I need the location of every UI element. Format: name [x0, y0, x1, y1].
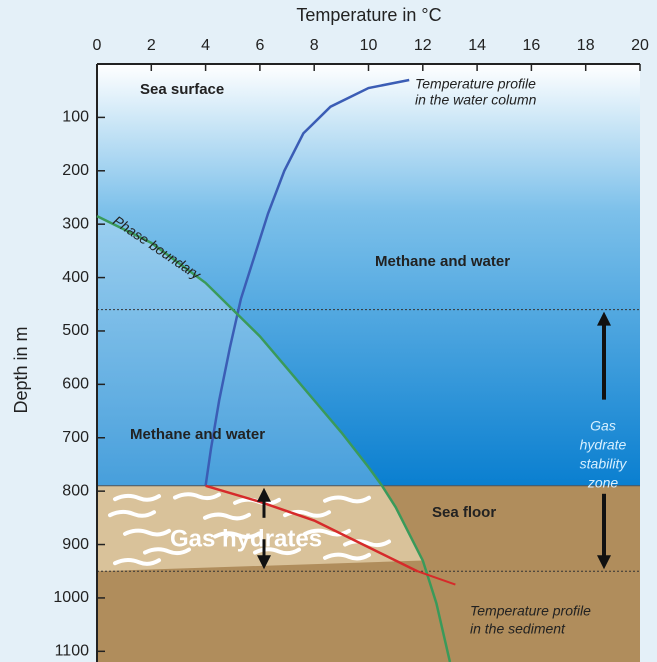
hydrate-flake — [343, 539, 391, 548]
y-tick-label: 1100 — [55, 643, 90, 660]
series-label: in the sediment — [470, 621, 566, 637]
hydrate-flake — [323, 552, 371, 561]
y-tick-label: 900 — [62, 536, 89, 553]
y-tick-label: 400 — [62, 269, 89, 286]
hydrate-flake — [253, 547, 301, 556]
hydrate-flake — [203, 512, 251, 521]
annotation: zone — [587, 475, 619, 491]
y-tick-label: 800 — [62, 482, 89, 499]
annotation: Methane and water — [375, 253, 510, 270]
hydrate-flake — [108, 509, 156, 518]
hydrate-flake — [173, 492, 221, 501]
series-line — [96, 215, 452, 662]
arrow-head — [257, 487, 271, 502]
hydrate-region — [97, 216, 383, 486]
hydrate-flake — [213, 531, 261, 540]
x-axis-title: Temperature in °C — [296, 5, 441, 25]
series-line — [205, 484, 418, 573]
arrow-head — [597, 311, 611, 326]
x-tick-label: 16 — [523, 37, 541, 54]
hydrate-flake — [113, 557, 161, 566]
x-tick-label: 18 — [577, 37, 595, 54]
x-tick-label: 4 — [201, 37, 210, 54]
annotation: Methane and water — [130, 426, 265, 443]
annotation: stability — [580, 456, 628, 472]
x-tick-label: 2 — [147, 37, 156, 54]
x-tick-label: 10 — [360, 37, 378, 54]
arrow-head — [597, 555, 611, 570]
x-tick-label: 20 — [631, 37, 649, 54]
y-tick-label: 300 — [62, 215, 89, 232]
x-tick-label: 12 — [414, 37, 432, 54]
x-tick-label: 14 — [468, 37, 486, 54]
annotation: Sea surface — [140, 81, 224, 98]
hydrate-flake — [323, 495, 371, 504]
arrow-head — [257, 555, 271, 570]
y-tick-label: 500 — [62, 322, 89, 339]
series-label: in the water column — [415, 92, 537, 108]
hydrate-flake — [143, 547, 191, 556]
x-tick-label: 6 — [255, 37, 264, 54]
y-axis-title: Depth in m — [11, 326, 31, 413]
series-label: Temperature profile — [470, 603, 591, 619]
annotation: Sea floor — [432, 504, 496, 521]
y-tick-label: 100 — [62, 109, 89, 126]
x-tick-label: 8 — [310, 37, 319, 54]
hydrate-flake — [123, 528, 171, 537]
water-column — [97, 64, 640, 486]
series-label: Temperature profile — [415, 76, 536, 92]
annotation: Gas — [590, 418, 616, 434]
hydrate-flake — [113, 493, 161, 502]
x-tick-label: 0 — [93, 37, 102, 54]
series-line — [204, 78, 410, 486]
annotation: hydrate — [580, 437, 627, 453]
annotation: Gas hydrates — [170, 525, 322, 552]
y-tick-label: 700 — [62, 429, 89, 446]
hydrate-sediment — [97, 485, 423, 572]
leader — [417, 570, 456, 586]
y-tick-label: 600 — [62, 376, 89, 393]
y-tick-label: 200 — [62, 162, 89, 179]
y-tick-label: 1000 — [53, 589, 89, 606]
